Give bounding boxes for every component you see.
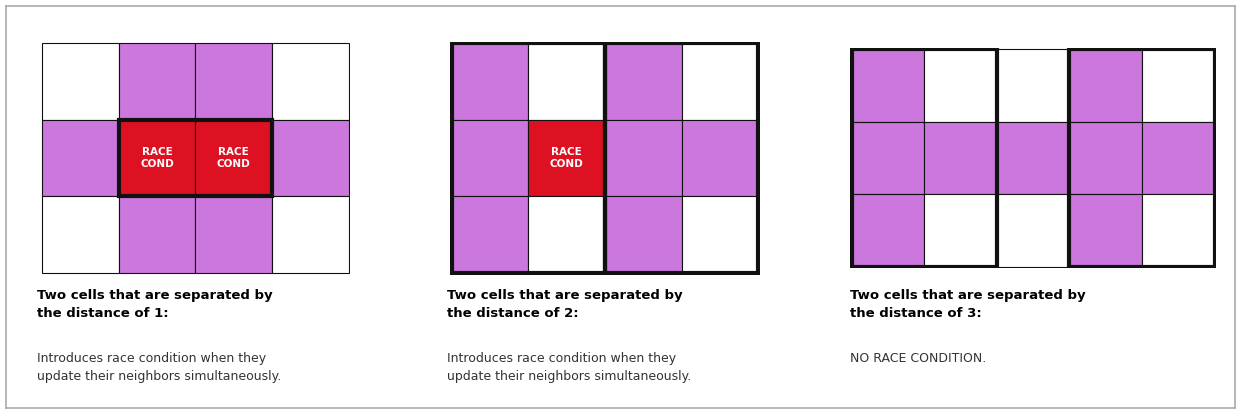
Bar <box>851 194 925 267</box>
Bar <box>452 43 604 273</box>
Bar <box>1070 49 1142 122</box>
Bar <box>997 122 1070 194</box>
Bar <box>42 196 119 273</box>
Bar <box>42 120 119 196</box>
Bar <box>604 196 681 273</box>
Bar <box>119 120 272 196</box>
Bar <box>272 120 349 196</box>
Bar <box>925 49 997 122</box>
Bar <box>1070 122 1142 194</box>
Bar <box>1142 49 1215 122</box>
Bar <box>272 43 349 120</box>
Bar <box>452 43 529 120</box>
Text: Introduces race condition when they
update their neighbors simultaneously.: Introduces race condition when they upda… <box>447 352 691 384</box>
Text: RACE
COND: RACE COND <box>140 147 174 169</box>
Bar <box>681 196 758 273</box>
Text: RACE
COND: RACE COND <box>217 147 251 169</box>
Bar <box>272 196 349 273</box>
Bar <box>681 120 758 196</box>
Bar <box>604 43 681 120</box>
Bar <box>452 196 529 273</box>
Bar <box>1070 49 1215 267</box>
Bar <box>925 122 997 194</box>
Bar <box>529 120 606 196</box>
Text: Two cells that are separated by
the distance of 3:: Two cells that are separated by the dist… <box>850 289 1086 320</box>
Bar <box>42 43 119 120</box>
Bar <box>196 43 272 120</box>
Bar <box>604 43 758 273</box>
Bar <box>452 120 529 196</box>
Bar <box>196 196 272 273</box>
Bar <box>119 120 196 196</box>
Bar <box>1070 194 1142 267</box>
Bar <box>529 43 606 120</box>
Text: RACE
COND: RACE COND <box>550 147 583 169</box>
Bar <box>604 120 681 196</box>
Bar <box>196 120 272 196</box>
Bar <box>997 49 1070 122</box>
Bar <box>851 122 925 194</box>
Bar <box>1142 122 1215 194</box>
Bar <box>119 43 196 120</box>
Text: NO RACE CONDITION.: NO RACE CONDITION. <box>850 352 987 365</box>
Text: Two cells that are separated by
the distance of 2:: Two cells that are separated by the dist… <box>447 289 683 320</box>
Bar <box>119 196 196 273</box>
Bar <box>529 196 606 273</box>
Text: Introduces race condition when they
update their neighbors simultaneously.: Introduces race condition when they upda… <box>37 352 282 384</box>
Bar <box>851 49 997 267</box>
Text: Two cells that are separated by
the distance of 1:: Two cells that are separated by the dist… <box>37 289 273 320</box>
Bar <box>925 194 997 267</box>
Bar <box>681 43 758 120</box>
Bar <box>1142 194 1215 267</box>
Bar <box>851 49 925 122</box>
Bar <box>997 194 1070 267</box>
